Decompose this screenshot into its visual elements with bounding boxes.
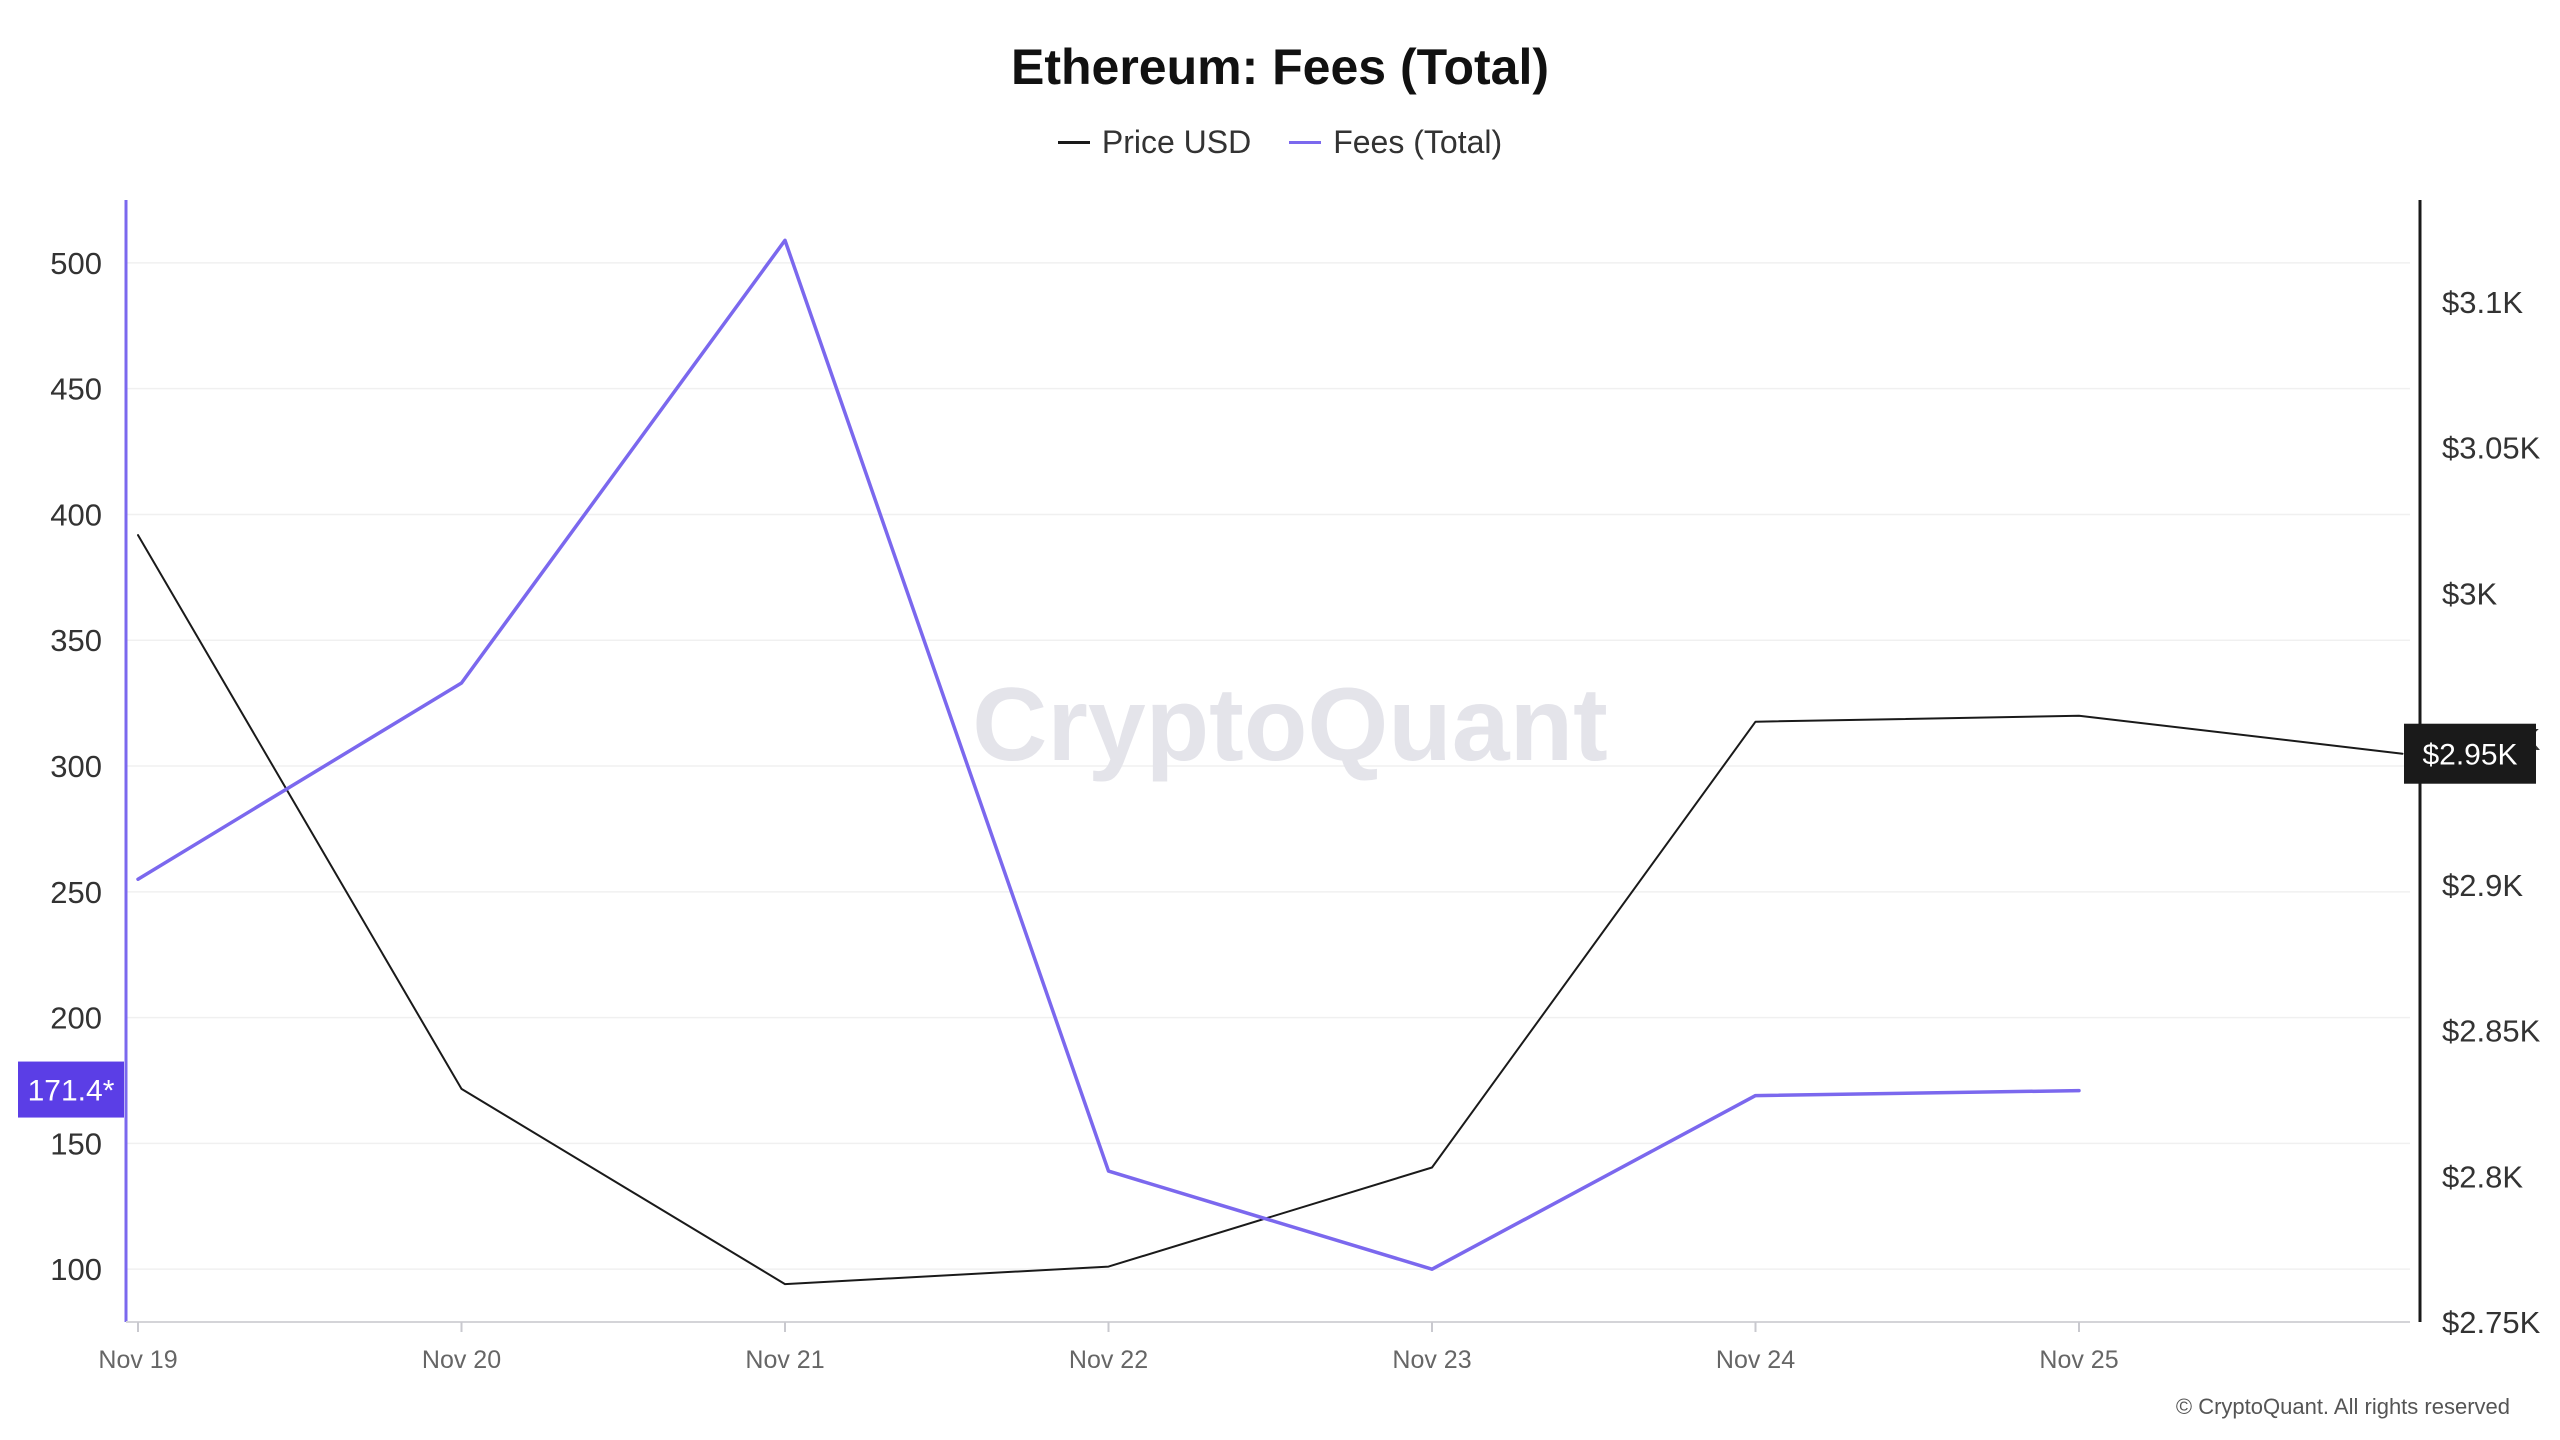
y-left-tick-label: 500 — [50, 246, 102, 281]
legend-swatch-fees — [1289, 141, 1322, 144]
y-right-tick-label: $2.9K — [2442, 868, 2523, 903]
y-right-tick-label: $2.8K — [2442, 1159, 2523, 1194]
y-left-tick-label: 350 — [50, 623, 102, 658]
legend-label-price: Price USD — [1101, 124, 1252, 160]
y-left-tick-label: 450 — [50, 372, 102, 407]
price-current-badge — [2404, 723, 2536, 784]
x-tick-label: Nov 22 — [1069, 1346, 1148, 1374]
x-tick-label: Nov 20 — [422, 1346, 501, 1374]
chart-title: Ethereum: Fees (Total) — [1010, 39, 1550, 95]
y-right-tick-label: $3.05K — [2442, 431, 2541, 466]
legend-swatch-price — [1057, 141, 1090, 144]
fees-current-badge — [18, 1061, 124, 1118]
watermark-text: CryptoQuant — [972, 667, 1608, 783]
y-right-tick-label: $2.75K — [2442, 1305, 2541, 1340]
price-usd-line — [137, 534, 2404, 1286]
x-tick-label: Nov 24 — [1716, 1346, 1795, 1374]
x-tick-label: Nov 19 — [98, 1346, 177, 1374]
legend-item-fees[interactable]: Fees (Total) — [1289, 124, 1502, 161]
y-left-tick-label: 100 — [50, 1252, 102, 1287]
legend-label-fees: Fees (Total) — [1333, 124, 1503, 160]
tick-labels: 100 150 200 250 300 350 400 450 500 $2.75K $2.8K $2… — [50, 246, 2540, 1374]
legend-item-price[interactable]: Price USD — [1057, 124, 1252, 161]
fees-current-value: 171.4* — [28, 1075, 115, 1108]
y-left-tick-label: 300 — [50, 749, 102, 784]
copyright-text: © CryptoQuant. All rights reserved — [2175, 1394, 2510, 1419]
y-left-tick-label: 200 — [50, 1001, 102, 1036]
current-value-markers: 171.4* $2.95K — [18, 723, 2536, 1118]
y-left-tick-label: 250 — [50, 875, 102, 910]
x-tick-label: Nov 25 — [2039, 1346, 2118, 1374]
y-right-tick-label: $3K — [2442, 576, 2497, 611]
price-current-value: $2.95K — [2422, 739, 2517, 772]
fees-total-line — [136, 238, 2081, 1271]
legend: Price USD Fees (Total) — [0, 124, 2560, 161]
grid-lines — [126, 262, 2410, 1270]
x-tick-label: Nov 21 — [745, 1346, 824, 1374]
y-left-tick-label: 150 — [50, 1126, 102, 1161]
series-lines — [136, 238, 2404, 1286]
y-left-tick-label: 400 — [50, 497, 102, 532]
y-right-tick-label: $2.85K — [2442, 1014, 2541, 1049]
y-right-tick-label: $3.1K — [2442, 285, 2523, 320]
x-tick-label: Nov 23 — [1392, 1346, 1471, 1374]
